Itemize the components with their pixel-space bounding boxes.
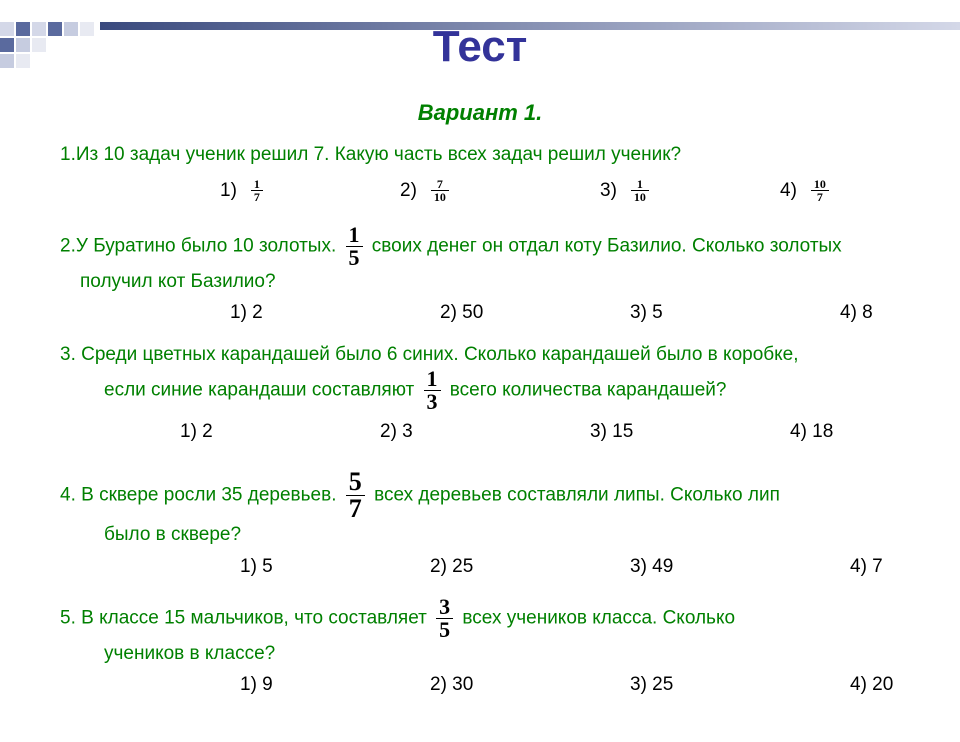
q4-options: 1) 5 2) 25 3) 49 4) 7 [60,554,932,580]
q5-fraction: 3 5 [436,596,453,641]
decor-square [64,22,78,36]
corner-decoration [0,22,120,82]
q3-fraction: 1 3 [424,368,441,413]
option-fraction: 110 [631,178,649,203]
q5-part2: всех учеников класса. Сколько [462,607,735,628]
option-label: 2) 30 [430,672,473,698]
q1-option: 2) 710 [400,178,449,204]
option-label: 1) [220,178,237,204]
option-fraction: 710 [431,178,449,203]
option-label: 3) 49 [630,554,673,580]
q5-line2: учеников в классе? [60,641,932,667]
decor-square [0,54,14,68]
option-label: 1) 2 [180,419,213,445]
option-label: 2) 50 [440,300,483,326]
option-label: 4) 7 [850,554,883,580]
option-label: 3) [600,178,617,204]
q5-line1: 5. В классе 15 мальчиков, что составляет… [60,596,932,641]
option-label: 3) 15 [590,419,633,445]
decor-square [16,54,30,68]
q2-options: 1) 2 2) 50 3) 5 4) 8 [60,300,932,326]
decor-square [0,22,14,36]
q5-part1: 5. В классе 15 мальчиков, что составляет [60,607,427,628]
option-label: 3) 5 [630,300,663,326]
option-label: 2) 3 [380,419,413,445]
q1-option: 3) 110 [600,178,649,204]
q3-line2: если синие карандаши составляют 1 3 всег… [60,368,932,413]
question-1: 1.Из 10 задач ученик решил 7. Какую част… [60,142,932,208]
q1-options: 1) 17 2) 710 3) 110 4) 107 [60,174,932,208]
q2-line2: получил кот Базилио? [60,269,932,295]
decor-square [16,22,30,36]
q3-line2b: всего количества карандашей? [450,379,727,400]
q4-line1: 4. В сквере росли 35 деревьев. 5 7 всех … [60,469,932,522]
option-label: 1) 5 [240,554,273,580]
option-label: 4) 18 [790,419,833,445]
decor-square [48,22,62,36]
top-gradient-bar [100,22,960,30]
q2-part2: своих денег он отдал коту Базилио. Сколь… [372,235,842,256]
q3-line2a: если синие карандаши составляют [104,379,414,400]
option-label: 3) 25 [630,672,673,698]
option-label: 2) [400,178,417,204]
q1-option: 4) 107 [780,178,829,204]
decor-square [32,38,46,52]
q5-options: 1) 9 2) 30 3) 25 4) 20 [60,672,932,698]
q4-part1: 4. В сквере росли 35 деревьев. [60,484,337,505]
option-fraction: 17 [251,178,263,203]
question-2: 2.У Буратино было 10 золотых. 1 5 своих … [60,224,932,327]
q1-option: 1) 17 [220,178,263,204]
q4-line2: было в сквере? [60,522,932,548]
decor-square [0,38,14,52]
decor-square [32,22,46,36]
q4-part2: всех деревьев составляли липы. Сколько л… [374,484,780,505]
variant-subtitle: Вариант 1. [0,100,960,126]
decor-square [80,22,94,36]
option-label: 4) 20 [850,672,893,698]
option-fraction: 107 [811,178,829,203]
option-label: 1) 9 [240,672,273,698]
option-label: 1) 2 [230,300,263,326]
question-4: 4. В сквере росли 35 деревьев. 5 7 всех … [60,469,932,580]
q2-line1: 2.У Буратино было 10 золотых. 1 5 своих … [60,224,932,269]
q3-options: 1) 2 2) 3 3) 15 4) 18 [60,419,932,445]
decor-square [16,38,30,52]
option-label: 4) 8 [840,300,873,326]
q1-text: 1.Из 10 задач ученик решил 7. Какую част… [60,142,932,168]
question-5: 5. В классе 15 мальчиков, что составляет… [60,596,932,699]
q4-fraction: 5 7 [346,469,365,522]
question-3: 3. Среди цветных карандашей было 6 синих… [60,342,932,445]
option-label: 2) 25 [430,554,473,580]
option-label: 4) [780,178,797,204]
q2-fraction: 1 5 [346,224,363,269]
q3-line1: 3. Среди цветных карандашей было 6 синих… [60,342,932,368]
content-area: 1.Из 10 задач ученик решил 7. Какую част… [0,142,960,698]
q2-part1: 2.У Буратино было 10 золотых. [60,235,336,256]
